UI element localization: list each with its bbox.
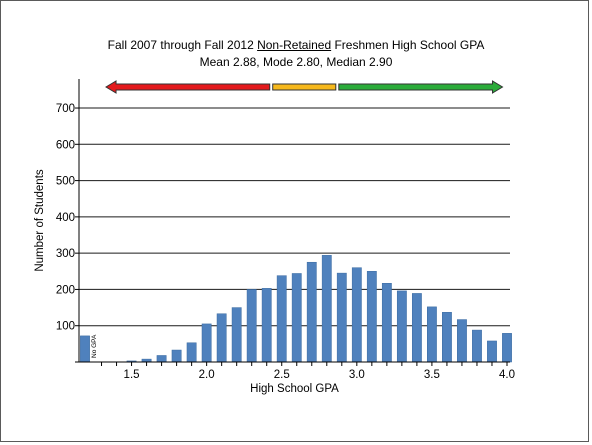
chart-title-after: Freshmen High School GPA (331, 38, 485, 52)
y-axis-label: Number of Students (34, 169, 46, 272)
bar (186, 342, 197, 363)
bar-no-gpa (80, 335, 90, 363)
bar (306, 261, 317, 363)
bar (261, 288, 272, 363)
range-arrow (272, 83, 337, 91)
x-tick-label: 2.0 (199, 369, 215, 381)
x-tick-label: 4.0 (499, 369, 515, 381)
bar (156, 355, 167, 363)
bar (381, 283, 392, 363)
bar (216, 313, 227, 363)
bar (442, 312, 452, 363)
x-tick-label: 1.5 (124, 369, 140, 381)
y-tick-label: 600 (56, 139, 75, 151)
bar (201, 323, 212, 363)
bar (246, 289, 257, 363)
x-tick-label: 3.5 (424, 369, 440, 381)
bar (487, 340, 497, 363)
y-tick-label: 100 (56, 321, 75, 333)
no-gpa-label: No GPA (91, 334, 98, 358)
bar (276, 275, 287, 363)
range-arrows (105, 80, 504, 94)
bar (336, 272, 347, 363)
y-tick-label: 500 (56, 176, 75, 188)
y-tick-label: 200 (56, 284, 75, 296)
tick-labels: 100 200 300 400 500 600 700 No GPA 1.5 2.0 2.5 3.0 3… (56, 103, 515, 381)
y-tick-label: 700 (56, 103, 75, 115)
bar (472, 329, 482, 363)
y-tick-label: 400 (56, 212, 75, 224)
x-tick-label: 2.5 (274, 369, 290, 381)
chart-title: Fall 2007 through Fall 2012 Non-Retained… (0, 38, 592, 52)
bar (427, 306, 437, 363)
bar (502, 333, 512, 363)
range-arrow (105, 80, 271, 94)
chart-title-underlined: Non-Retained (257, 38, 332, 52)
chart-title-before: Fall 2007 through Fall 2012 (107, 38, 258, 52)
bar (411, 293, 422, 363)
chart-subtitle: Mean 2.88, Mode 2.80, Median 2.90 (199, 55, 393, 69)
bar (396, 290, 407, 363)
x-axis-label: High School GPA (250, 383, 339, 395)
bar (231, 307, 242, 363)
bar (171, 349, 182, 363)
bar (366, 271, 377, 363)
bar (351, 267, 362, 363)
bar (321, 255, 332, 363)
bars (80, 255, 512, 363)
bar (457, 319, 467, 363)
x-tick-label: 3.0 (349, 369, 365, 381)
y-tick-label: 300 (56, 248, 75, 260)
range-arrow (338, 80, 504, 94)
axes (75, 79, 510, 366)
bar (291, 273, 302, 363)
